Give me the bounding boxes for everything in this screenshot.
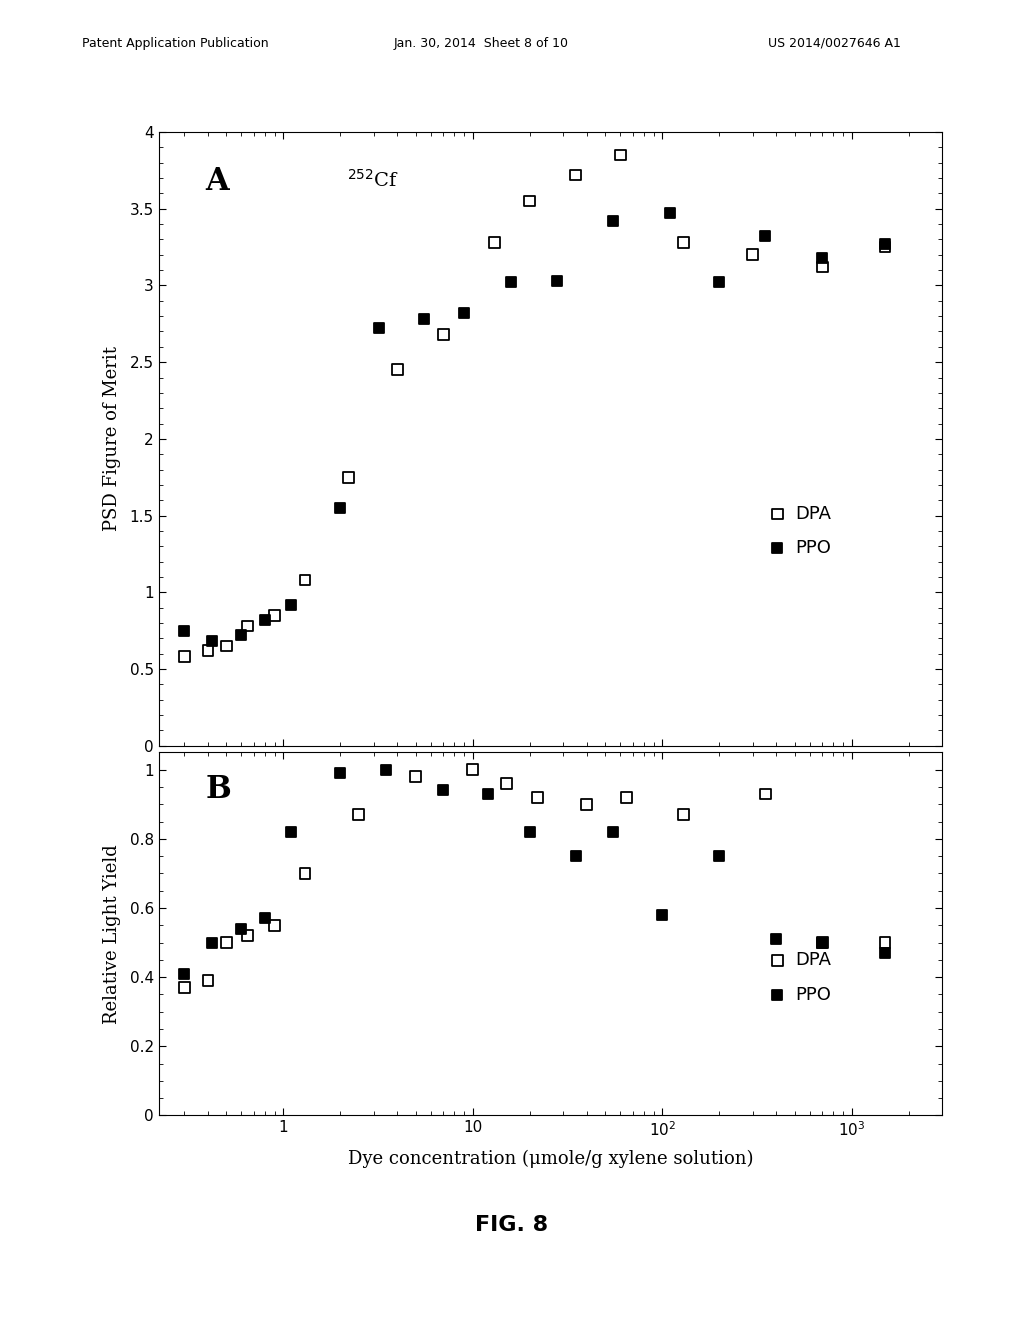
PPO	[814, 932, 830, 953]
PPO	[283, 594, 299, 615]
PPO	[605, 210, 622, 231]
PPO	[257, 610, 273, 631]
DPA	[240, 925, 256, 946]
PPO	[332, 763, 348, 784]
DPA	[757, 783, 773, 804]
DPA	[435, 323, 452, 345]
PPO	[605, 821, 622, 842]
PPO	[435, 780, 452, 801]
DPA	[498, 774, 514, 795]
Text: B: B	[206, 774, 231, 805]
PPO	[456, 302, 472, 323]
DPA	[465, 759, 481, 780]
DPA	[218, 635, 234, 656]
PPO	[233, 624, 250, 645]
DPA	[350, 804, 367, 825]
PPO	[176, 964, 193, 985]
DPA	[200, 970, 216, 991]
PPO	[814, 247, 830, 268]
PPO	[877, 234, 893, 255]
PPO	[416, 309, 432, 330]
DPA	[297, 863, 313, 884]
DPA	[676, 804, 692, 825]
DPA	[200, 640, 216, 661]
PPO	[378, 759, 394, 780]
PPO	[371, 318, 387, 339]
Y-axis label: PSD Figure of Merit: PSD Figure of Merit	[103, 346, 121, 532]
PPO	[204, 631, 220, 652]
PPO	[877, 942, 893, 964]
PPO	[283, 821, 299, 842]
PPO	[654, 904, 671, 925]
DPA	[340, 467, 356, 488]
PPO	[332, 498, 348, 519]
DPA	[521, 190, 538, 211]
PPO	[662, 203, 678, 224]
DPA	[266, 605, 283, 626]
DPA	[814, 256, 830, 277]
PPO	[176, 620, 193, 642]
PPO	[521, 821, 538, 842]
Text: A: A	[206, 166, 229, 197]
DPA	[579, 793, 595, 814]
PPO	[711, 272, 727, 293]
DPA	[218, 932, 234, 953]
DPA	[389, 359, 406, 380]
DPA	[618, 787, 635, 808]
Legend: DPA, PPO: DPA, PPO	[768, 952, 831, 1003]
PPO	[768, 928, 784, 949]
PPO	[711, 846, 727, 867]
PPO	[479, 783, 496, 804]
Text: US 2014/0027646 A1: US 2014/0027646 A1	[768, 37, 901, 50]
DPA	[408, 766, 424, 787]
DPA	[676, 232, 692, 253]
DPA	[176, 647, 193, 668]
DPA	[744, 244, 761, 265]
Legend: DPA, PPO: DPA, PPO	[768, 504, 831, 557]
DPA	[297, 569, 313, 590]
DPA	[529, 787, 546, 808]
DPA	[176, 977, 193, 998]
DPA	[240, 615, 256, 636]
PPO	[503, 272, 519, 293]
PPO	[567, 846, 584, 867]
Text: Jan. 30, 2014  Sheet 8 of 10: Jan. 30, 2014 Sheet 8 of 10	[394, 37, 568, 50]
Text: $^{252}$Cf: $^{252}$Cf	[347, 169, 398, 190]
PPO	[257, 908, 273, 929]
PPO	[549, 271, 565, 292]
PPO	[233, 919, 250, 940]
PPO	[204, 932, 220, 953]
DPA	[877, 236, 893, 257]
DPA	[567, 165, 584, 186]
Text: FIG. 8: FIG. 8	[475, 1214, 549, 1236]
PPO	[757, 226, 773, 247]
DPA	[814, 932, 830, 953]
DPA	[266, 915, 283, 936]
DPA	[486, 232, 503, 253]
Y-axis label: Relative Light Yield: Relative Light Yield	[103, 843, 121, 1024]
DPA	[612, 144, 629, 165]
DPA	[877, 932, 893, 953]
X-axis label: Dye concentration (μmole/g xylene solution): Dye concentration (μmole/g xylene soluti…	[348, 1150, 753, 1168]
Text: Patent Application Publication: Patent Application Publication	[82, 37, 268, 50]
